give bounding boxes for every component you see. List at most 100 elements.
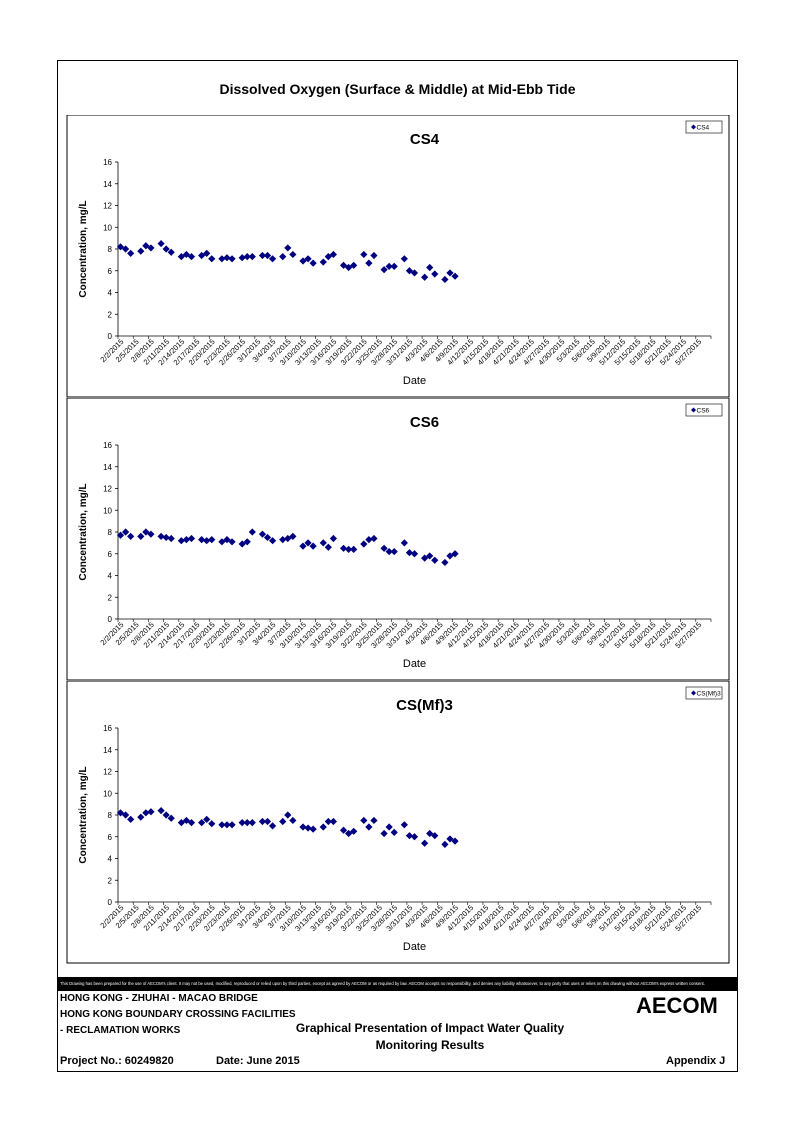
chart-cs6: CS6CS602468101214162/2/20152/5/20152/8/2… bbox=[66, 398, 730, 681]
data-point bbox=[248, 253, 256, 261]
data-point bbox=[390, 828, 398, 836]
data-point bbox=[157, 807, 165, 815]
y-tick-label: 6 bbox=[108, 267, 113, 276]
y-tick-label: 12 bbox=[103, 768, 112, 777]
project-line-2: HONG KONG BOUNDARY CROSSING FACILITIES bbox=[60, 1009, 296, 1020]
data-point bbox=[385, 823, 393, 831]
x-axis-label: Date bbox=[403, 941, 426, 953]
data-point bbox=[208, 536, 216, 544]
data-point bbox=[137, 247, 145, 255]
data-point bbox=[162, 533, 170, 542]
legend-label: CS(Mf)3 bbox=[697, 691, 722, 698]
data-point bbox=[238, 254, 246, 262]
data-point bbox=[410, 269, 419, 277]
chart-border bbox=[66, 681, 730, 964]
data-point bbox=[380, 266, 388, 274]
page-title: Dissolved Oxygen (Surface & Middle) at M… bbox=[219, 81, 576, 97]
data-point bbox=[279, 253, 287, 261]
chart-legend: CS(Mf)3 bbox=[685, 686, 723, 700]
data-point bbox=[208, 255, 216, 263]
y-axis-label: Concentration, mg/L bbox=[78, 483, 89, 580]
y-tick-label: 2 bbox=[108, 593, 113, 602]
data-point bbox=[127, 815, 135, 823]
data-point bbox=[350, 827, 358, 835]
data-point bbox=[345, 545, 353, 553]
data-point bbox=[122, 528, 130, 536]
data-point bbox=[370, 816, 378, 825]
data-point bbox=[339, 261, 348, 269]
data-point bbox=[304, 824, 312, 832]
data-point bbox=[400, 539, 408, 547]
data-point bbox=[339, 544, 348, 552]
data-point bbox=[410, 550, 419, 558]
document-title-line-1: Graphical Presentation of Impact Water Q… bbox=[295, 1021, 565, 1035]
data-point bbox=[127, 249, 135, 257]
data-point bbox=[360, 250, 368, 259]
data-point bbox=[421, 273, 429, 281]
data-point bbox=[324, 817, 332, 826]
data-point bbox=[157, 239, 165, 248]
y-axis-label: Concentration, mg/L bbox=[78, 200, 89, 297]
data-point bbox=[431, 270, 439, 278]
data-point bbox=[400, 255, 408, 263]
data-point bbox=[370, 251, 378, 260]
data-point bbox=[279, 817, 287, 826]
data-point bbox=[324, 543, 332, 551]
y-tick-label: 14 bbox=[103, 463, 112, 472]
data-point bbox=[329, 817, 338, 826]
legend-marker bbox=[691, 690, 696, 696]
y-tick-label: 16 bbox=[103, 441, 112, 450]
chart-title: CS(Mf)3 bbox=[396, 697, 453, 714]
data-point bbox=[187, 534, 196, 543]
data-point bbox=[223, 536, 231, 544]
y-axis-label: Concentration, mg/L bbox=[78, 766, 89, 863]
y-tick-label: 6 bbox=[108, 550, 113, 559]
data-point bbox=[248, 819, 256, 827]
chart-legend: CS6 bbox=[685, 403, 723, 417]
data-point bbox=[370, 534, 378, 543]
data-point bbox=[223, 254, 231, 262]
data-point bbox=[324, 253, 332, 261]
data-point bbox=[142, 242, 150, 250]
legend-label: CS6 bbox=[697, 408, 710, 415]
data-point bbox=[198, 536, 206, 544]
y-tick-label: 4 bbox=[108, 289, 113, 298]
data-point bbox=[263, 817, 272, 826]
data-point bbox=[329, 250, 338, 259]
data-point bbox=[284, 811, 292, 819]
data-point bbox=[116, 243, 125, 251]
data-point bbox=[299, 542, 307, 550]
data-point bbox=[360, 540, 368, 548]
x-axis-label: Date bbox=[403, 375, 426, 387]
data-point bbox=[198, 819, 206, 827]
data-point bbox=[177, 537, 185, 545]
chart-border bbox=[66, 115, 730, 398]
y-tick-label: 8 bbox=[108, 528, 113, 537]
data-point bbox=[350, 261, 358, 269]
data-point bbox=[243, 819, 251, 827]
data-point bbox=[365, 259, 373, 267]
chart-legend: CS4 bbox=[685, 120, 723, 134]
data-point bbox=[268, 822, 277, 830]
y-tick-label: 10 bbox=[103, 223, 112, 232]
data-point bbox=[162, 811, 170, 819]
data-point bbox=[390, 262, 398, 270]
data-point bbox=[410, 833, 419, 841]
data-point bbox=[299, 823, 307, 831]
data-point bbox=[365, 823, 373, 831]
data-point bbox=[248, 528, 256, 536]
project-line-1: HONG KONG - ZHUHAI - MACAO BRIDGE bbox=[60, 993, 258, 1004]
data-point bbox=[390, 547, 398, 556]
y-tick-label: 16 bbox=[103, 724, 112, 733]
y-tick-label: 2 bbox=[108, 310, 113, 319]
disclaimer-bar: This Drawing has been prepared for the u… bbox=[57, 977, 738, 991]
data-point bbox=[284, 244, 292, 252]
data-point bbox=[228, 821, 236, 829]
data-point bbox=[421, 839, 429, 847]
chart-title: CS4 bbox=[410, 131, 440, 148]
x-axis-label: Date bbox=[403, 658, 426, 670]
y-tick-label: 2 bbox=[108, 876, 113, 885]
legend-marker bbox=[691, 124, 696, 130]
y-tick-label: 8 bbox=[108, 245, 113, 254]
data-point bbox=[426, 263, 434, 272]
